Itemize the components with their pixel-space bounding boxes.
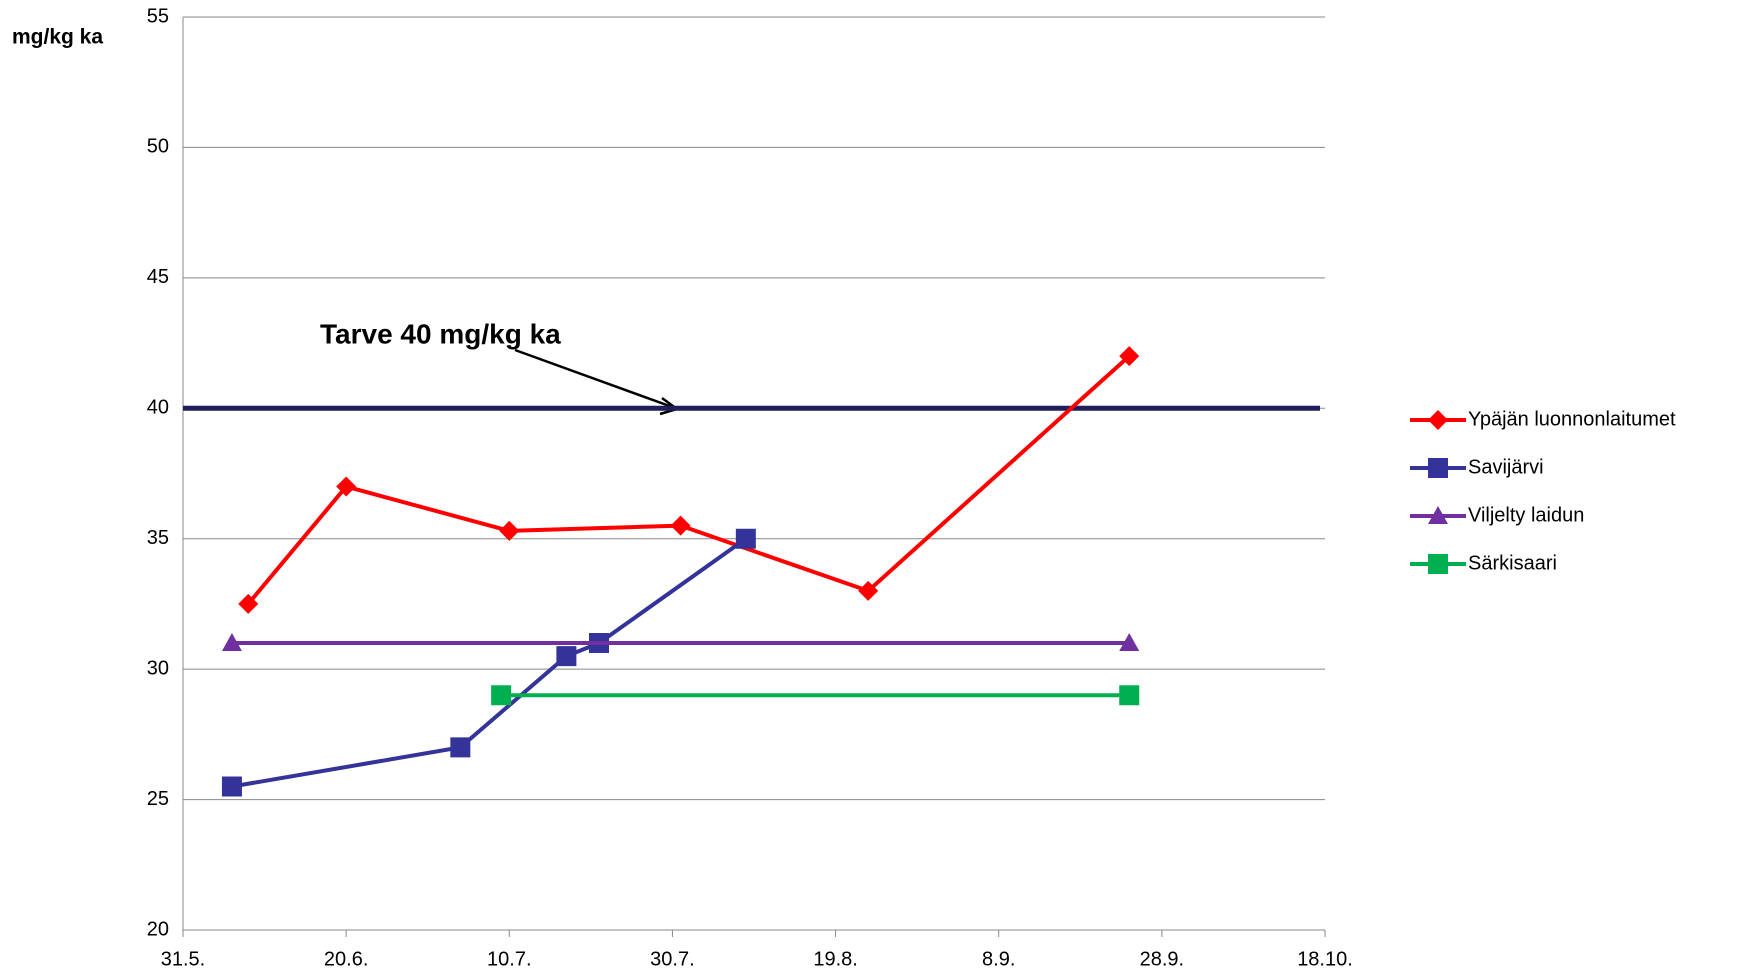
data-point	[238, 593, 259, 614]
data-point	[670, 515, 691, 536]
annotation-arrow	[514, 348, 676, 410]
legend-label: Särkisaari	[1468, 552, 1557, 574]
x-tick-label: 31.5.	[161, 948, 205, 970]
data-point	[491, 685, 512, 706]
y-tick-label: 50	[147, 136, 169, 158]
legend-marker	[1428, 458, 1448, 478]
data-point	[735, 528, 756, 549]
data-point	[221, 633, 242, 652]
data-point	[1119, 633, 1140, 652]
data-point	[1119, 685, 1140, 706]
legend-label: Ypäjän luonnonlaitumet	[1468, 408, 1676, 430]
legend-marker	[1428, 506, 1448, 524]
y-tick-label: 35	[147, 527, 169, 549]
series-line	[246, 354, 1131, 606]
y-tick-label: 40	[147, 397, 169, 419]
x-tick-label: 30.7.	[650, 948, 694, 970]
data-point	[450, 737, 471, 758]
y-tick-label: 25	[147, 788, 169, 810]
x-tick-label: 20.6.	[324, 948, 368, 970]
x-tick-label: 28.9.	[1140, 948, 1184, 970]
legend-marker	[1428, 410, 1448, 430]
y-tick-label: 55	[147, 5, 169, 27]
data-point	[1119, 346, 1140, 367]
y-tick-label: 30	[147, 657, 169, 679]
annotation: Tarve 40 mg/kg ka	[320, 318, 561, 349]
legend-label: Viljelty laidun	[1468, 504, 1584, 526]
x-tick-label: 19.8.	[813, 948, 857, 970]
y-tick-label: 20	[147, 918, 169, 940]
x-tick-label: 18.10.	[1297, 948, 1353, 970]
data-point	[499, 520, 520, 541]
x-tick-label: 8.9.	[982, 948, 1015, 970]
x-tick-label: 10.7.	[487, 948, 531, 970]
data-point	[336, 476, 357, 497]
legend-label: Savijärvi	[1468, 456, 1544, 478]
data-point	[556, 646, 577, 667]
y-tick-label: 45	[147, 266, 169, 288]
data-point	[858, 580, 879, 601]
legend-marker	[1428, 554, 1448, 574]
series-line	[231, 537, 748, 789]
data-point	[221, 776, 242, 797]
y-axis-label: mg/kg ka	[12, 26, 103, 49]
